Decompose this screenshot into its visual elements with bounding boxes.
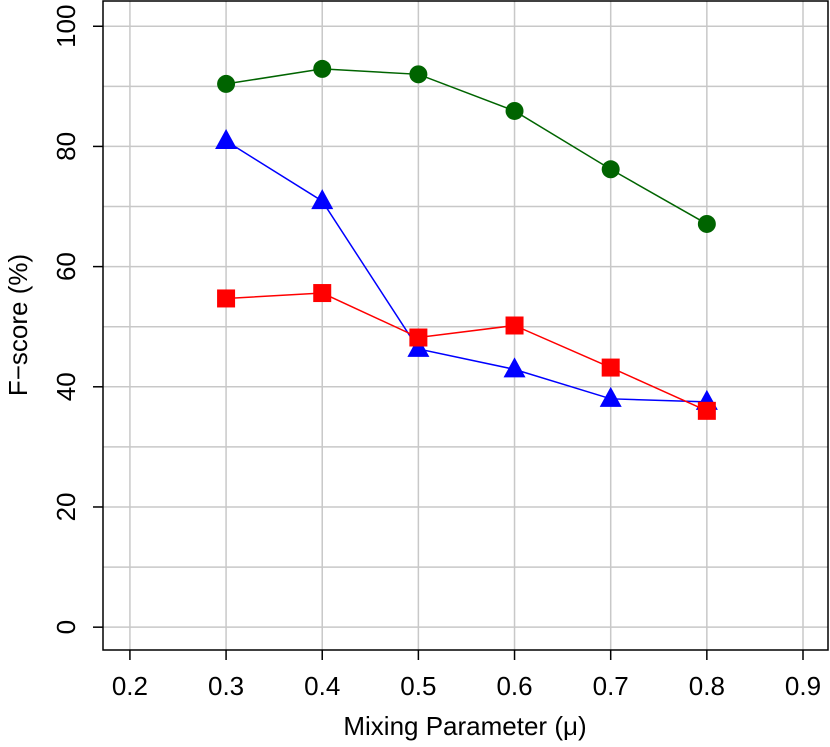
point [505, 101, 524, 120]
point [311, 189, 334, 210]
x-tick-label: 0.8 [689, 671, 725, 701]
y-tick-label: 60 [51, 252, 81, 281]
point [601, 358, 620, 377]
y-tick-label: 0 [51, 620, 81, 634]
x-tick-label: 0.2 [112, 671, 148, 701]
point [601, 160, 620, 179]
point [313, 59, 332, 78]
y-tick-label: 40 [51, 372, 81, 401]
point [505, 316, 524, 335]
x-axis-label: Mixing Parameter (μ) [343, 711, 586, 741]
point [409, 328, 428, 347]
plot-frame [102, 0, 829, 651]
point [697, 401, 716, 420]
x-tick-label: 0.3 [208, 671, 244, 701]
series-line [225, 140, 707, 403]
x-tick-label: 0.4 [304, 671, 340, 701]
x-tick-label: 0.7 [593, 671, 629, 701]
point [217, 289, 236, 308]
point [697, 214, 716, 233]
point [313, 284, 332, 303]
point [407, 336, 430, 357]
y-tick-label: 80 [51, 132, 81, 161]
point [503, 357, 526, 378]
point [217, 74, 236, 93]
point [215, 129, 238, 150]
x-tick-label: 0.6 [496, 671, 532, 701]
y-tick-label: 20 [51, 493, 81, 522]
point [599, 386, 622, 407]
series-line [225, 68, 708, 225]
series-line [226, 292, 708, 412]
y-tick-label: 100 [51, 5, 81, 48]
y-axis-label: F−score (%) [3, 254, 33, 396]
x-tick-label: 0.9 [785, 671, 821, 701]
x-tick-label: 0.5 [400, 671, 436, 701]
point [409, 65, 428, 84]
